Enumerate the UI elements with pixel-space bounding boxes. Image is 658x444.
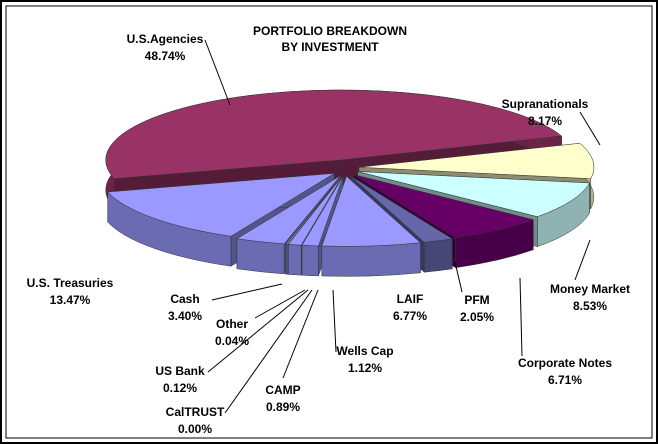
slice-value-label: 0.04%: [215, 334, 249, 348]
slice-value-label: 3.40%: [168, 309, 202, 323]
chart-title: PORTFOLIO BREAKDOWN: [253, 24, 407, 38]
leader-line: [224, 289, 313, 414]
slice-label: CAMP: [265, 383, 300, 397]
slice-value-label: 0.00%: [178, 422, 212, 436]
slice: [353, 174, 535, 238]
slice-side: [301, 244, 319, 277]
slice-value-label: 0.12%: [163, 381, 197, 395]
slice: [287, 176, 343, 246]
slice-side: [321, 242, 421, 277]
leader-line: [454, 261, 463, 293]
slice: [357, 171, 590, 217]
slice: [358, 143, 595, 179]
slice-label: Other: [216, 317, 248, 331]
slice: [321, 175, 422, 247]
leader-line: [282, 289, 319, 379]
slice: [350, 175, 454, 243]
slice-value-label: 1.12%: [348, 361, 382, 375]
slice-label: Supranationals: [502, 97, 589, 111]
slice-label: Wells Cap: [336, 344, 393, 358]
leader-line: [211, 283, 283, 301]
slice: [105, 89, 563, 179]
leader-line: [579, 111, 601, 146]
slice-value-label: 8.53%: [573, 299, 607, 313]
slice-label: U.S. Treasuries: [27, 276, 114, 290]
slice-side: [236, 238, 285, 275]
slice-label: LAIF: [397, 292, 424, 306]
slice-value-label: 13.47%: [50, 293, 91, 307]
slice: [107, 173, 335, 237]
inner-frame: [5, 5, 653, 439]
slice-value-label: 48.74%: [145, 49, 186, 63]
slice-label: Corporate Notes: [518, 356, 612, 370]
leader-line: [332, 289, 337, 353]
slice-label: PFM: [464, 293, 489, 307]
chart-title: BY INVESTMENT: [281, 40, 379, 54]
slice-value-label: 0.89%: [266, 400, 300, 414]
slice-value-label: 6.77%: [393, 309, 427, 323]
slice-side: [288, 244, 302, 276]
leader-line: [207, 289, 309, 373]
slice-value-label: 6.71%: [548, 373, 582, 387]
leader-line: [519, 277, 523, 357]
slice-label: Cash: [170, 292, 199, 306]
slice: [301, 176, 344, 247]
leader-line: [254, 289, 306, 319]
slice-label: U.S.Agencies: [127, 32, 204, 46]
slice: [236, 175, 341, 245]
slice-value-label: 8.17%: [528, 114, 562, 128]
slice-label: US Bank: [155, 364, 205, 378]
slice-label: Money Market: [550, 282, 630, 296]
slice-value-label: 2.05%: [460, 310, 494, 324]
slice: [287, 176, 342, 245]
slice-side: [285, 243, 289, 275]
leader-line: [204, 39, 231, 106]
leader-line: [574, 239, 591, 281]
slice-label: CalTRUST: [166, 405, 225, 419]
slice-side: [423, 238, 453, 273]
